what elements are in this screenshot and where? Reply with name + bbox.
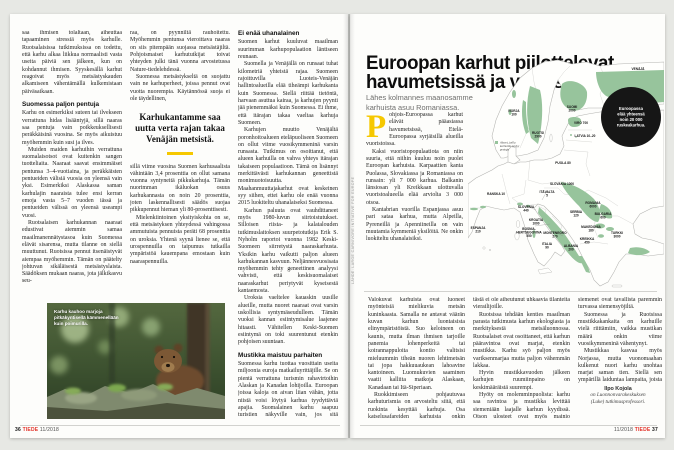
author-bio: on Luonnonvarakeskuksen (Luke) tutkimusp…: [574, 392, 662, 406]
body-paragraph: Karhu on esimerkiksi suteen tai ilveksee…: [22, 110, 122, 146]
left-column-1: saa ihmisen tolaltaan, aiheuttaa tapaami…: [22, 30, 122, 300]
photo-caption: Karhu kauhoo marjoja pitkäkyntisellä käm…: [54, 309, 119, 326]
footer-rule: [20, 425, 340, 426]
right-column-2: tästä ei ole aiheutunut uhkaavia tilante…: [473, 297, 570, 419]
body-paragraph: Suomessa karhu tuottaa vuosittain useita…: [238, 361, 338, 420]
section-heading: Ei enää uhanalainen: [238, 30, 300, 37]
right-column-3: siemenet ovat tavallista paremmin turvas…: [578, 297, 662, 383]
country-label: NORJA 100: [508, 109, 520, 117]
country-label: SLOVENIA 440: [518, 205, 535, 213]
body-paragraph: Hyvin mustikkavuoden jälkeen karhujen ru…: [473, 370, 570, 391]
country-label: VIRO 700: [574, 121, 588, 125]
body-paragraph: sillä viime vuosina Suomen karhusaalista…: [130, 163, 230, 214]
mossy-rocks: [47, 383, 225, 419]
legend-line: karhuilla syntyy: [500, 144, 520, 148]
footer-right: 11/2018 TIEDE 37: [614, 427, 658, 433]
body-paragraph: raa, on pyynniltä rauhoitettu. Myöhemmin…: [130, 30, 230, 73]
legend-line: Alueet, joilla: [499, 141, 516, 146]
legend-line: pentuja: [499, 148, 509, 152]
page-number: 36: [15, 427, 21, 433]
section-heading: Mustikka maistuu parhaiten: [238, 351, 323, 359]
body-paragraph: saa ihmisen tolaltaan, aiheuttaa tapaami…: [22, 30, 122, 95]
author-credit: Ilpo Kojola on Luonnonvarakeskuksen (Luk…: [574, 386, 662, 406]
intro-column: P ohjois-Euroopassa karhut elävät pääasi…: [366, 112, 463, 288]
body-paragraph: siemenet ovat tavallista paremmin turvas…: [578, 297, 662, 311]
country-label: RUOTSI 2900: [532, 131, 544, 139]
country-label: ROMANIA 6000: [585, 201, 601, 209]
body-paragraph: Mustikkaa kasvaa myös Norjassa, mutta vu…: [578, 348, 662, 383]
country-label: SLOVAKIA 1000: [550, 182, 574, 186]
bear-photo-illustration: [47, 303, 225, 419]
page-gutter: [343, 14, 355, 438]
page-number: 37: [652, 427, 658, 433]
left-column-3: Ei enää uhanalainen Suomen karhut kuuluv…: [238, 30, 338, 420]
author-name: Ilpo Kojola: [604, 386, 632, 392]
country-label: MONTENEGRO 270: [543, 231, 567, 239]
country-label: PUOLA 80: [555, 161, 571, 165]
footer-rule: [360, 425, 657, 426]
body-paragraph: Uroksia vaeltelee kauaskin uusille aluei…: [238, 295, 338, 346]
right-page: LÄHDE: LARGE CARNIVORE INITIATIVE FOR EU…: [350, 14, 665, 438]
body-paragraph: tästä ei ole aiheutunut uhkaavia tilante…: [473, 297, 570, 311]
body-paragraph: Suomen karhut kuuluvat maailman suurimma…: [238, 39, 338, 61]
badge-line: ruskeakarhua.: [617, 123, 645, 128]
bear-photo: Karhu kauhoo marjoja pitkäkyntisellä käm…: [47, 303, 225, 419]
section-rule: [364, 291, 657, 292]
author-bio-line: (Luke) tutkimusprofessori.: [590, 399, 646, 406]
europe-bear-map: Alueet, joilla karhuilla syntyy pentuja …: [468, 59, 664, 288]
issue-number: 11/2018: [39, 427, 59, 433]
magazine-logo: TIEDE: [634, 427, 651, 433]
body-paragraph: Karhun paluuta ovat vauhdittaneet myös 1…: [238, 207, 338, 295]
body-paragraph: Valokuvat karhuista ovat luoneet myöntei…: [368, 297, 465, 391]
country-label: MAKEDONIA 180: [581, 225, 601, 233]
body-paragraph: ohjois-Euroopassa karhut elävät pääasias…: [366, 112, 463, 148]
country-label: SERBIA 120: [570, 210, 583, 218]
country-labels: NORJA 100 RUOTSI 2900 SUOMI 2000 VIRO 700 LATVI…: [471, 67, 646, 252]
country-label: SUOMI 2000: [567, 105, 578, 113]
right-column-1: Valokuvat karhuista ovat luoneet myöntei…: [368, 297, 465, 419]
left-page: saa ihmisen tolaltaan, aiheuttaa tapaami…: [10, 14, 348, 438]
section-heading: Suomessa paljon pentuja: [22, 100, 100, 108]
magazine-logo: TIEDE: [22, 427, 39, 433]
country-label: ITALIA 90: [542, 242, 553, 250]
standfirst: Lähes kolmannes maanosamme karhuista asu…: [366, 93, 473, 112]
country-label: ALBANIA 200: [564, 244, 579, 252]
pull-quote-accent-bar: [167, 151, 193, 155]
pull-quote: Karhukantamme saa uutta verta rajan taka…: [135, 112, 225, 144]
body-paragraph: Kaksi vuoristopopulaatiota on niin suuri…: [366, 148, 463, 206]
country-label: ESPANJA 210: [471, 226, 487, 234]
body-paragraph: Kantabrian vuorilla Espanjassa asuu pari…: [366, 207, 463, 243]
country-label: BOSNIA-HERTSEGOVINA 550: [516, 227, 542, 238]
country-label: KREIKKA 450: [580, 237, 595, 245]
body-paragraph: Ruotsissa tehdään kenties maailman paras…: [473, 311, 570, 369]
badge-line: Euroopassa: [619, 106, 644, 111]
body-paragraph: Ruotsalaisen karhukannan naaraat edustiv…: [22, 219, 122, 285]
body-paragraph: Suomella ja Venäjällä on runsaat tuhat k…: [238, 61, 338, 126]
footer-left: 36 TIEDE 11/2018: [15, 427, 59, 433]
country-label: RANSKA 10: [487, 192, 505, 196]
country-label: LATVIA 10–20: [575, 134, 596, 138]
issue-number: 11/2018: [614, 427, 634, 433]
body-paragraph: Suomessa metsästykseltä on suojattu vain…: [130, 73, 230, 102]
badge-line: elää yhteensä: [617, 112, 645, 117]
country-label: ITÄVALTA 5: [539, 190, 555, 198]
body-paragraph: Karhujen muutto Venäjältä poronhoitoalue…: [238, 127, 338, 207]
body-paragraph: Mielenkiintoinen yksityiskohta on se, et…: [130, 214, 230, 265]
total-count-badge: Euroopassa elää yhteensä noin 20 000 rus…: [601, 87, 661, 147]
left-column-2: raa, on pyynniltä rauhoitettu. Myöhemmin…: [130, 30, 230, 300]
map-legend: Alueet, joilla karhuilla syntyy pentuja: [495, 141, 520, 152]
country-label: BULGARIA 600: [595, 212, 613, 220]
drop-cap: P: [366, 112, 387, 145]
country-label: VENÄJÄ: [632, 67, 646, 71]
country-label: TURKKI 3000: [611, 231, 623, 239]
body-paragraph: Suomessa ja Ruotsissa mustikkakankaita o…: [578, 311, 662, 347]
badge-line: noin 20 000: [620, 117, 643, 122]
country-label: KROATIA 1000: [529, 218, 544, 226]
body-paragraph: Ruokkimiseen pohjautuvaa karhuturismia o…: [368, 392, 465, 419]
author-bio-line: on Luonnonvarakeskuksen: [590, 392, 646, 398]
body-paragraph: Hyöty on molemminpuolista: karhu saa rav…: [473, 392, 570, 419]
body-paragraph: Muiden maiden karhuihin verrattuna suoma…: [22, 146, 122, 219]
